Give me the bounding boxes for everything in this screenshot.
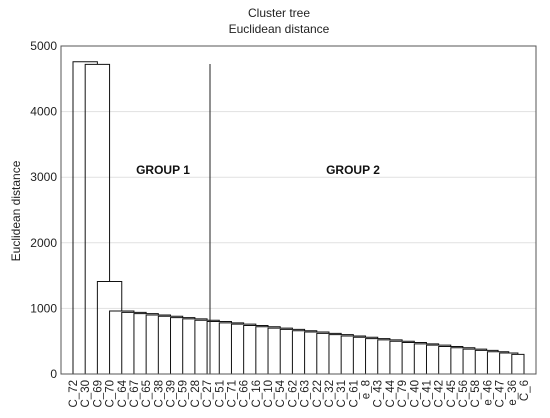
dendrogram-links bbox=[72, 61, 525, 374]
leaf-label: C_10 bbox=[263, 380, 275, 408]
dendrogram-link bbox=[511, 353, 525, 374]
group-label-1: GROUP 1 bbox=[136, 163, 190, 177]
leaf-label: C_41 bbox=[421, 380, 433, 408]
leaf-label: e_46 bbox=[482, 380, 494, 406]
leaf-label: C_31 bbox=[336, 380, 348, 408]
leaf-label: C_67 bbox=[129, 380, 141, 408]
leaf-label: C_65 bbox=[141, 380, 153, 408]
leaf-label: C_44 bbox=[385, 379, 397, 407]
leaf-label: C_39 bbox=[166, 380, 178, 408]
grid-lines bbox=[61, 111, 536, 309]
leaf-label: C_64 bbox=[117, 379, 129, 407]
leaf-label: e_36 bbox=[507, 380, 519, 406]
dendrogram-link bbox=[499, 352, 519, 374]
leaf-label: C_61 bbox=[348, 380, 360, 408]
leaf-label: C_69 bbox=[92, 380, 104, 408]
leaf-label: C_66 bbox=[239, 380, 251, 408]
leaf-label: C_71 bbox=[226, 380, 238, 408]
leaf-label: C_22 bbox=[312, 380, 324, 408]
leaf-label: e_8 bbox=[361, 380, 373, 399]
y-tick-label: 5000 bbox=[30, 39, 57, 53]
leaf-label: C_58 bbox=[470, 380, 482, 408]
leaf-label: C_59 bbox=[178, 380, 190, 408]
leaf-label: C_72 bbox=[68, 380, 80, 408]
leaf-label: C_63 bbox=[300, 380, 312, 408]
leaf-label: C_6 bbox=[519, 380, 531, 401]
leaf-label: C_70 bbox=[105, 380, 117, 408]
leaf-label: C_54 bbox=[275, 379, 287, 407]
leaf-labels: C_72 C_30 C_69 C_70 C_64 C_67 C_65 C_38 C_39 C_59… bbox=[68, 379, 531, 407]
leaf-label: C_79 bbox=[397, 380, 409, 408]
y-tick-label: 0 bbox=[50, 367, 57, 381]
dendrogram-link bbox=[486, 351, 510, 374]
leaf-label: C_51 bbox=[214, 380, 226, 408]
leaf-label: C_40 bbox=[409, 380, 421, 408]
leaf-label: C_62 bbox=[287, 380, 299, 408]
leaf-label: C_30 bbox=[80, 380, 92, 408]
y-axis-label: Euclidean distance bbox=[9, 160, 23, 261]
y-tick-label: 3000 bbox=[30, 170, 57, 184]
leaf-label: C_47 bbox=[495, 380, 507, 408]
chart-title: Cluster tree bbox=[248, 6, 310, 20]
leaf-label: C_16 bbox=[251, 380, 263, 408]
leaf-label: C_28 bbox=[190, 380, 202, 408]
plot-frame bbox=[60, 45, 537, 375]
leaf-label: C_38 bbox=[153, 380, 165, 408]
y-tick-label: 1000 bbox=[30, 301, 57, 315]
y-tick-label: 4000 bbox=[30, 105, 57, 119]
leaf-label: C_42 bbox=[434, 380, 446, 408]
chart-subtitle: Euclidean distance bbox=[229, 22, 330, 36]
leaf-label: C_27 bbox=[202, 380, 214, 408]
leaf-label: C_32 bbox=[324, 380, 336, 408]
leaf-label: C_43 bbox=[373, 380, 385, 408]
y-tick-labels: 0 1000 2000 3000 4000 5000 bbox=[30, 39, 57, 381]
leaf-label: C_56 bbox=[458, 380, 470, 408]
y-tick-label: 2000 bbox=[30, 236, 57, 250]
dendrogram-link bbox=[72, 61, 98, 374]
dendrogram-link bbox=[474, 349, 499, 374]
leaf-label: C_45 bbox=[446, 380, 458, 408]
group-label-2: GROUP 2 bbox=[326, 163, 380, 177]
